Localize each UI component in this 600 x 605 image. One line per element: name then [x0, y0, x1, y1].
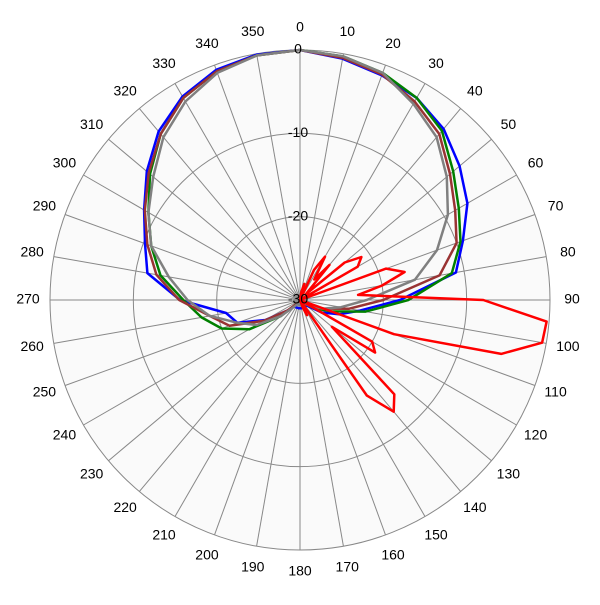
grid-spoke: [53, 256, 301, 301]
theta-tick-label: 20: [385, 35, 401, 51]
theta-tick-label: 300: [53, 155, 77, 171]
r-tick-label: 0: [294, 41, 302, 57]
grid-spoke: [214, 299, 301, 536]
theta-tick-label: 10: [339, 23, 355, 39]
grid-spoke: [256, 53, 301, 301]
theta-tick-label: 220: [113, 499, 137, 515]
grid-spoke: [108, 299, 301, 462]
r-tick-label: -10: [288, 124, 308, 140]
theta-tick-label: 280: [20, 243, 44, 259]
grid-spoke: [174, 299, 301, 517]
grid-spoke: [299, 299, 344, 547]
pattern-line: [147, 48, 450, 327]
r-tick-label: -20: [288, 207, 308, 223]
theta-tick-label: 330: [152, 55, 176, 71]
theta-tick-label: 80: [560, 243, 576, 259]
theta-tick-label: 100: [556, 338, 580, 354]
theta-tick-label: 130: [497, 466, 521, 482]
grid-spoke: [64, 299, 301, 386]
theta-tick-label: 110: [544, 384, 567, 400]
theta-tick-label: 240: [53, 427, 77, 443]
grid-spoke: [256, 299, 301, 547]
theta-tick-label: 90: [564, 291, 580, 307]
grid-spoke: [83, 174, 301, 301]
grid-spoke: [299, 64, 386, 301]
pattern-line: [298, 255, 548, 413]
grid-spoke: [108, 138, 301, 301]
theta-tick-label: 170: [336, 559, 360, 575]
theta-tick-label: 210: [152, 526, 176, 542]
theta-tick-label: 250: [33, 384, 57, 400]
theta-tick-label: 60: [528, 155, 544, 171]
theta-tick-label: 180: [288, 563, 312, 579]
grid-spoke: [299, 299, 462, 492]
theta-tick-label: 0: [296, 19, 304, 35]
theta-tick-label: 140: [463, 499, 487, 515]
grid-spoke: [299, 299, 426, 517]
theta-tick-label: 260: [20, 338, 44, 354]
theta-tick-label: 150: [424, 526, 448, 542]
theta-tick-label: 30: [428, 55, 444, 71]
theta-tick-label: 290: [33, 198, 57, 214]
theta-tick-label: 70: [548, 198, 564, 214]
theta-tick-label: 190: [241, 559, 265, 575]
grid-spoke: [214, 64, 301, 301]
theta-tick-label: 200: [195, 546, 219, 562]
theta-tick-label: 50: [501, 116, 517, 132]
theta-tick-label: 270: [16, 291, 40, 307]
grid-spoke: [138, 108, 301, 301]
theta-tick-label: 40: [467, 82, 483, 98]
grid-spoke: [138, 299, 301, 492]
grid-spoke: [53, 299, 301, 344]
theta-tick-label: 160: [381, 546, 405, 562]
grid-spoke: [299, 256, 547, 301]
grid-spoke: [299, 299, 386, 536]
theta-tick-label: 340: [195, 35, 219, 51]
theta-tick-label: 230: [80, 466, 104, 482]
theta-tick-label: 120: [524, 427, 548, 443]
grid-spoke: [174, 83, 301, 301]
theta-tick-label: 310: [80, 116, 104, 132]
theta-tick-label: 350: [241, 23, 265, 39]
r-tick-label: -30: [288, 291, 308, 307]
grid-spoke: [299, 53, 344, 301]
theta-tick-label: 320: [113, 82, 137, 98]
grid-spoke: [64, 214, 301, 301]
